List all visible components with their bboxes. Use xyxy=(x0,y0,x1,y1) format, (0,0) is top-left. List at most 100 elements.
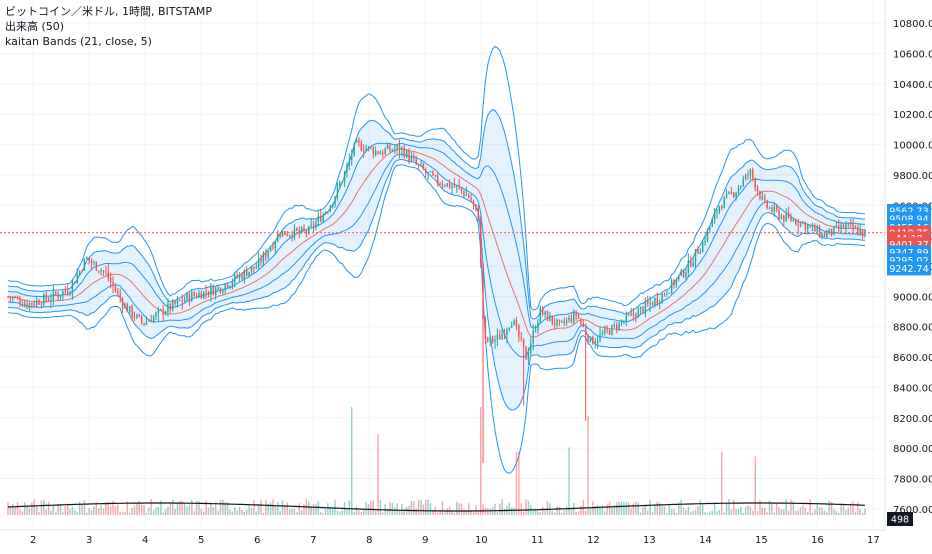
candle-body[interactable] xyxy=(162,309,164,315)
candle-body[interactable] xyxy=(537,322,539,331)
candle-body[interactable] xyxy=(105,271,107,273)
candle-body[interactable] xyxy=(709,226,711,230)
candle-body[interactable] xyxy=(131,306,133,317)
candle-body[interactable] xyxy=(465,194,468,196)
candle-body[interactable] xyxy=(272,247,274,249)
candle-body[interactable] xyxy=(152,316,155,323)
candle-body[interactable] xyxy=(582,323,585,327)
candle-body[interactable] xyxy=(71,281,74,293)
candle-body[interactable] xyxy=(164,312,167,315)
candle-body[interactable] xyxy=(649,302,651,304)
candle-body[interactable] xyxy=(477,207,479,221)
candle-body[interactable] xyxy=(358,139,360,143)
candle-body[interactable] xyxy=(320,216,322,222)
candle-body[interactable] xyxy=(611,324,613,335)
candle-body[interactable] xyxy=(403,147,405,158)
candle-body[interactable] xyxy=(279,234,281,237)
candle-body[interactable] xyxy=(627,314,630,316)
candle-body[interactable] xyxy=(806,225,809,230)
candle-body[interactable] xyxy=(838,225,840,230)
candle-body[interactable] xyxy=(584,326,587,335)
candle-body[interactable] xyxy=(7,296,9,298)
candle-body[interactable] xyxy=(427,172,429,174)
candle-body[interactable] xyxy=(503,333,506,336)
candle-body[interactable] xyxy=(589,336,592,343)
candle-body[interactable] xyxy=(642,306,644,313)
candle-body[interactable] xyxy=(286,234,289,236)
candle-body[interactable] xyxy=(217,287,219,289)
candle-body[interactable] xyxy=(176,299,179,304)
candle-body[interactable] xyxy=(324,212,327,215)
candle-body[interactable] xyxy=(577,315,580,319)
candle-body[interactable] xyxy=(730,192,733,194)
candle-body[interactable] xyxy=(386,145,389,149)
candle-body[interactable] xyxy=(222,290,224,293)
candle-body[interactable] xyxy=(666,293,668,295)
candle-body[interactable] xyxy=(785,213,787,222)
candle-body[interactable] xyxy=(181,300,183,302)
candle-body[interactable] xyxy=(761,196,764,200)
candle-body[interactable] xyxy=(265,252,267,257)
candle-body[interactable] xyxy=(12,297,14,299)
candle-body[interactable] xyxy=(802,222,804,224)
candle-body[interactable] xyxy=(542,307,544,315)
candle-body[interactable] xyxy=(417,164,420,166)
candle-body[interactable] xyxy=(534,330,537,332)
candle-body[interactable] xyxy=(861,229,864,236)
candle-body[interactable] xyxy=(494,339,496,342)
candle-body[interactable] xyxy=(852,223,854,229)
candle-body[interactable] xyxy=(243,270,246,279)
candle-body[interactable] xyxy=(360,142,363,151)
candle-body[interactable] xyxy=(43,294,45,306)
candle-body[interactable] xyxy=(413,157,415,159)
candle-body[interactable] xyxy=(193,292,195,296)
candle-body[interactable] xyxy=(809,225,811,227)
candle-body[interactable] xyxy=(647,301,649,304)
candle-body[interactable] xyxy=(783,215,785,222)
candle-body[interactable] xyxy=(66,291,69,294)
candle-body[interactable] xyxy=(327,211,329,213)
candle-body[interactable] xyxy=(377,150,379,155)
candle-body[interactable] xyxy=(451,186,453,188)
candle-body[interactable] xyxy=(97,270,100,272)
candle-body[interactable] xyxy=(16,297,19,299)
candle-body[interactable] xyxy=(425,169,427,173)
candle-body[interactable] xyxy=(145,321,148,325)
candle-body[interactable] xyxy=(138,314,141,317)
candle-body[interactable] xyxy=(343,172,346,182)
candle-body[interactable] xyxy=(754,178,756,189)
candle-body[interactable] xyxy=(818,226,821,238)
candle-body[interactable] xyxy=(303,227,305,231)
candle-body[interactable] xyxy=(291,235,293,238)
candle-body[interactable] xyxy=(183,299,186,302)
candle-body[interactable] xyxy=(475,204,477,208)
candle-body[interactable] xyxy=(23,303,26,306)
candle-body[interactable] xyxy=(718,206,721,213)
candle-body[interactable] xyxy=(623,321,625,323)
candle-body[interactable] xyxy=(639,306,642,309)
candle-body[interactable] xyxy=(195,295,198,298)
candle-body[interactable] xyxy=(19,298,21,305)
candle-body[interactable] xyxy=(50,299,52,301)
candle-body[interactable] xyxy=(353,142,355,156)
candle-body[interactable] xyxy=(713,212,716,220)
candle-body[interactable] xyxy=(654,298,656,306)
candle-body[interactable] xyxy=(768,207,771,209)
candle-body[interactable] xyxy=(234,274,236,283)
candle-body[interactable] xyxy=(179,299,181,301)
candle-body[interactable] xyxy=(348,159,351,165)
candle-body[interactable] xyxy=(565,320,568,324)
candle-body[interactable] xyxy=(436,175,439,184)
candle-body[interactable] xyxy=(737,188,740,193)
candle-body[interactable] xyxy=(391,149,394,151)
candle-body[interactable] xyxy=(93,261,95,263)
candle-body[interactable] xyxy=(174,300,176,304)
candle-body[interactable] xyxy=(198,293,200,298)
candle-body[interactable] xyxy=(460,187,463,191)
candle-body[interactable] xyxy=(563,320,565,324)
candle-body[interactable] xyxy=(398,145,401,151)
candle-body[interactable] xyxy=(74,281,76,283)
candle-body[interactable] xyxy=(434,175,437,177)
candle-body[interactable] xyxy=(47,299,50,301)
candle-body[interactable] xyxy=(439,183,441,185)
